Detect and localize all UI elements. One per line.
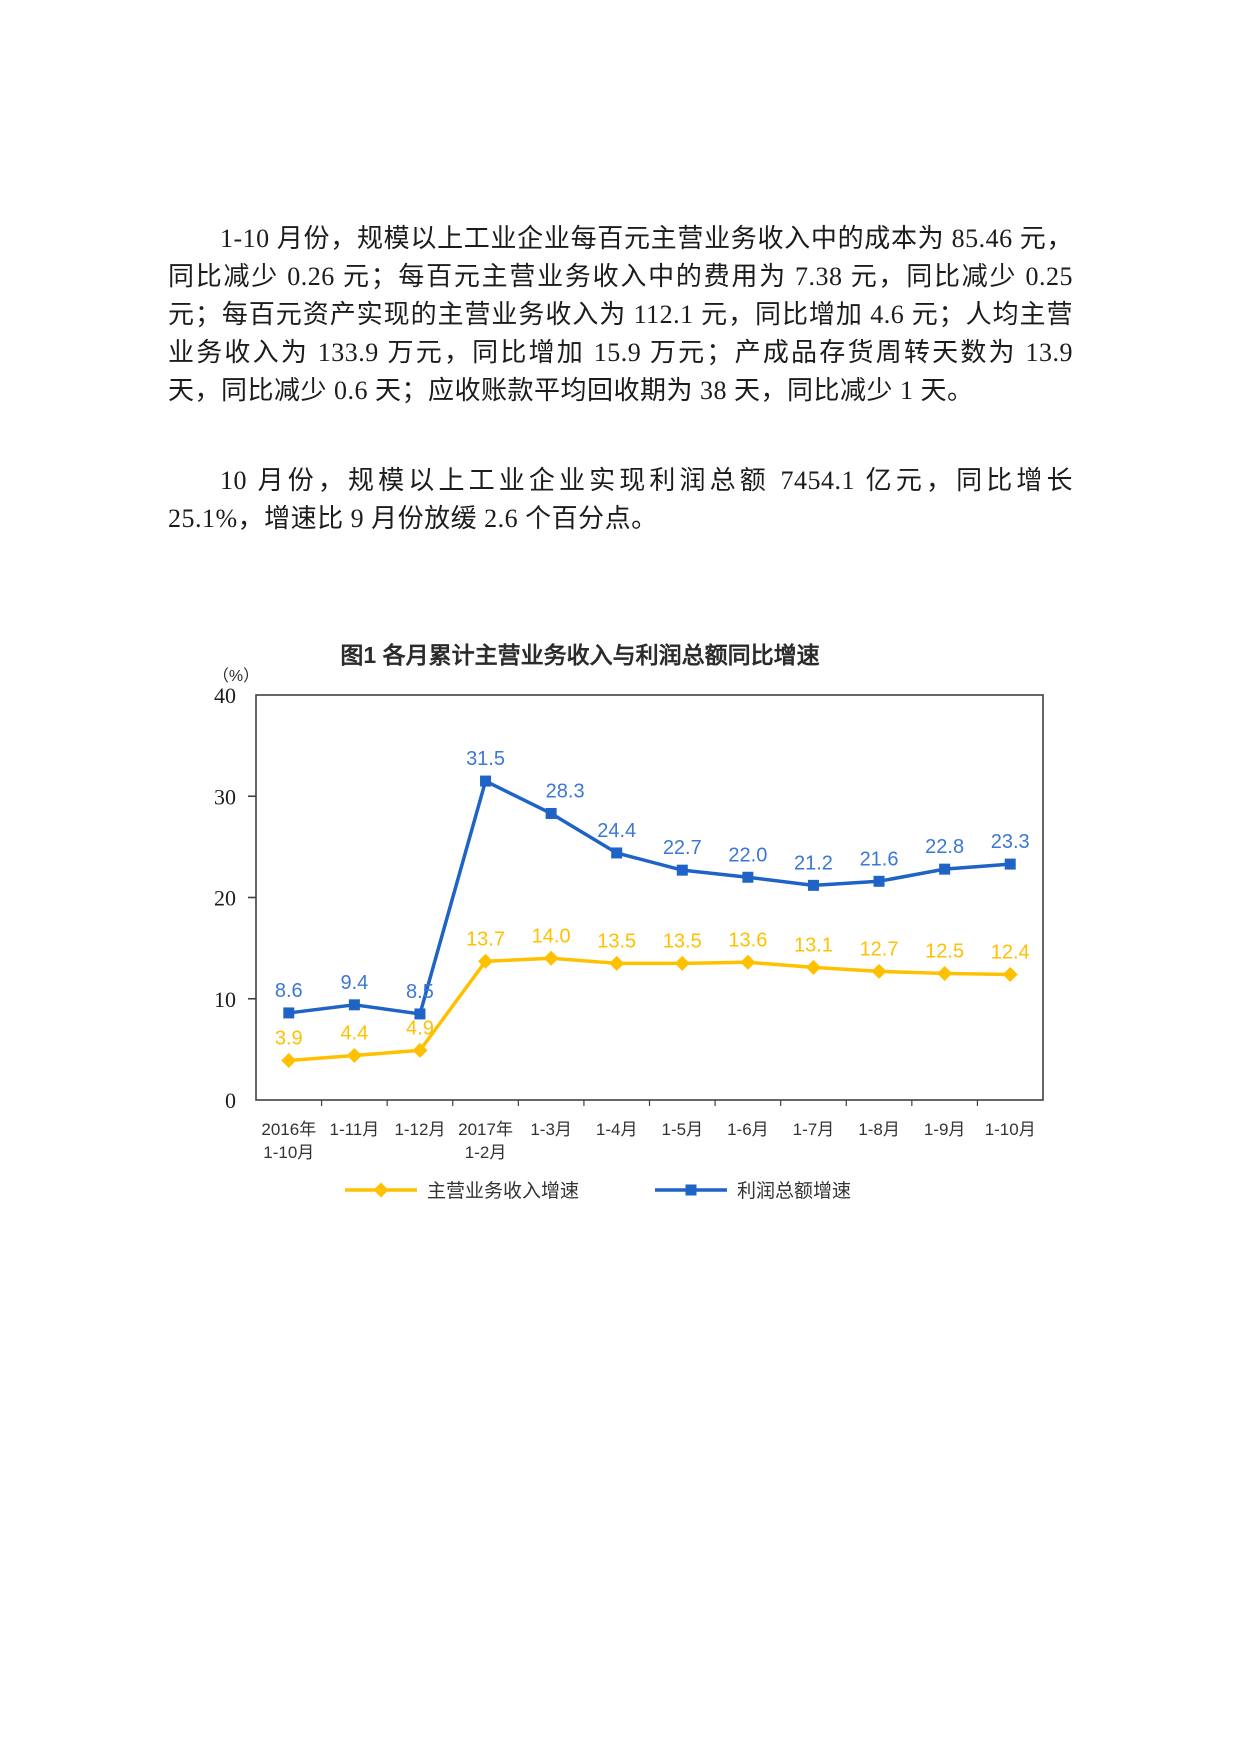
data-label: 21.6 (860, 848, 899, 870)
data-point-marker (937, 965, 953, 981)
data-label: 14.0 (532, 925, 571, 947)
x-axis-label: 1-11月 (329, 1120, 379, 1139)
legend-item: 利润总额增速 (655, 1180, 851, 1202)
y-axis-label: 0 (225, 1088, 236, 1113)
x-axis-label: 1-10月 (263, 1143, 314, 1162)
data-label: 8.6 (275, 980, 303, 1002)
data-point-marker (478, 953, 494, 969)
body-paragraph-costs: 1-10 月份，规模以上工业企业每百元主营业务收入中的成本为 85.46 元，同… (168, 224, 1073, 405)
y-axis-label: 30 (214, 784, 236, 809)
data-point-marker (611, 847, 623, 859)
data-label: 9.4 (340, 972, 368, 994)
data-label: 4.9 (406, 1017, 434, 1039)
legend-item: 主营业务收入增速 (345, 1180, 579, 1202)
data-label: 8.5 (406, 981, 434, 1003)
data-label: 12.7 (860, 938, 899, 960)
figure1-line-chart: 40 30 20 10 0 2016年 1-10月 1-11月 1-12月 2017年 1-2月 1-… (214, 683, 1044, 1202)
data-label: 22.8 (925, 836, 964, 858)
x-axis-label: 1-3月 (530, 1120, 572, 1139)
data-label: 22.7 (663, 837, 702, 859)
data-point-marker (676, 864, 688, 876)
data-label: 13.7 (466, 928, 505, 950)
data-label: 13.6 (728, 929, 767, 951)
data-label: 23.3 (991, 831, 1030, 853)
data-label: 21.2 (794, 852, 833, 874)
data-label: 13.5 (663, 930, 702, 952)
data-point-marker (871, 963, 887, 979)
data-point-marker (414, 1008, 426, 1020)
data-point-marker (740, 954, 756, 970)
series-line (288, 779, 1011, 1016)
x-axis-label: 1-2月 (465, 1143, 507, 1162)
x-axis-label: 1-10月 (985, 1120, 1036, 1139)
series-line (288, 956, 1011, 1063)
data-label: 22.0 (728, 844, 767, 866)
data-point-marker (807, 879, 819, 891)
legend-marker-icon (685, 1184, 697, 1196)
x-axis-label: 1-8月 (858, 1120, 900, 1139)
revenue-growth-series: 3.9 4.4 4.9 13.7 14.0 13.5 13.5 13.6 13.1 12.7 12.… (275, 925, 1030, 1069)
y-axis-label: 40 (214, 683, 236, 708)
data-point-marker (281, 1053, 297, 1069)
data-label: 31.5 (466, 748, 505, 770)
data-point-marker (742, 871, 754, 883)
data-point-marker (609, 955, 625, 971)
data-point-marker (348, 999, 360, 1011)
legend-label: 主营业务收入增速 (427, 1180, 579, 1202)
data-point-marker (674, 955, 690, 971)
x-axis-label: 2017年 (458, 1120, 513, 1139)
data-point-marker (939, 863, 951, 875)
legend-label: 利润总额增速 (737, 1180, 851, 1202)
data-point-marker (1004, 858, 1016, 870)
data-label: 4.4 (340, 1022, 368, 1044)
data-point-marker (480, 775, 492, 787)
data-label: 12.5 (925, 940, 964, 962)
data-point-marker (1002, 966, 1018, 982)
profit-growth-series: 8.6 9.4 8.5 31.5 28.3 24.4 22.7 22.0 21.2 21.6 22.… (275, 748, 1030, 1020)
x-axis-label: 1-9月 (924, 1120, 966, 1139)
x-axis-label: 1-4月 (596, 1120, 638, 1139)
body-paragraph-october-profit: 10 月份，规模以上工业企业实现利润总额 7454.1 亿元，同比增长 25.1… (168, 466, 1073, 533)
data-point-marker (283, 1007, 295, 1019)
data-label: 3.9 (275, 1028, 303, 1050)
x-axis-label: 1-6月 (727, 1120, 769, 1139)
data-point-marker (873, 875, 885, 887)
x-axis-label: 1-7月 (793, 1120, 835, 1139)
data-label: 28.3 (546, 780, 585, 802)
data-label: 13.5 (597, 930, 636, 952)
x-axis-label: 1-5月 (662, 1120, 704, 1139)
data-point-marker (412, 1042, 428, 1058)
data-label: 13.1 (794, 934, 833, 956)
y-axis-unit-label: （%） (212, 668, 260, 685)
data-point-marker (346, 1047, 362, 1063)
data-label: 12.4 (991, 941, 1030, 963)
data-point-marker (543, 950, 559, 966)
data-point-marker (545, 807, 557, 819)
data-label: 24.4 (597, 820, 636, 842)
chart-title: 图1 各月累计主营业务收入与利润总额同比增速 (340, 642, 820, 668)
y-axis-label: 20 (214, 886, 236, 911)
y-axis-label: 10 (214, 987, 236, 1012)
x-axis-label: 2016年 (261, 1120, 316, 1139)
x-axis-label: 1-12月 (394, 1120, 445, 1139)
legend-marker-icon (373, 1182, 389, 1198)
plot-border (255, 694, 1044, 1101)
data-point-marker (805, 959, 821, 975)
